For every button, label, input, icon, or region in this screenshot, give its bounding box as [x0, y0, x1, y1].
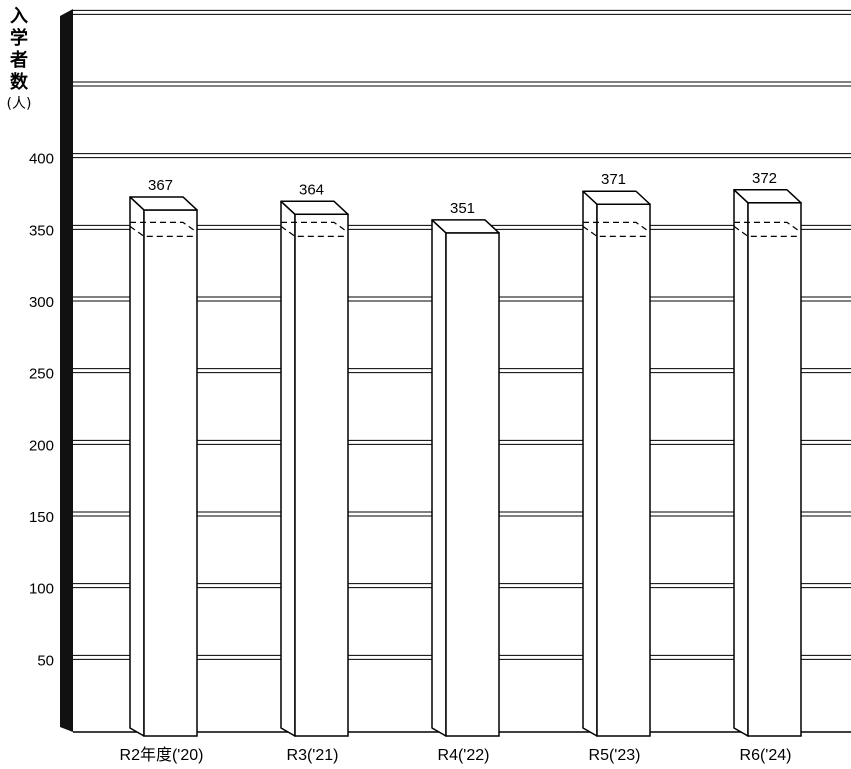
- y-axis-label-char: 数: [10, 71, 29, 93]
- x-tick-label: R6('24): [740, 747, 792, 764]
- grid-line-500: [65, 10, 851, 19]
- bar: 364: [281, 181, 348, 736]
- y-tick-labels: 50 100 150 200 250 300 350 400: [29, 151, 54, 670]
- y-tick-label: 200: [29, 437, 54, 454]
- data-label: 364: [299, 181, 324, 198]
- x-tick-label: R3('21): [287, 747, 339, 764]
- y-tick-label: 350: [29, 222, 54, 239]
- data-label: 372: [752, 170, 777, 187]
- y-tick-label: 250: [29, 366, 54, 383]
- bars: 367 364 351 371 372: [130, 170, 801, 736]
- grid-line-450: [65, 82, 851, 91]
- data-label: 367: [148, 177, 173, 194]
- x-tick-label: R5('23): [589, 747, 641, 764]
- y-tick-label: 400: [29, 151, 54, 168]
- y-axis-label-char: 者: [9, 50, 28, 71]
- bar: 351: [432, 200, 499, 736]
- bar: 367: [130, 177, 197, 736]
- data-label: 351: [450, 200, 475, 217]
- y-axis-label-char: 入: [10, 6, 28, 27]
- bar: 371: [583, 171, 650, 736]
- y-tick-label: 150: [29, 509, 54, 526]
- grid-line-400: [65, 154, 851, 163]
- y-tick-label: 100: [29, 581, 54, 598]
- y-axis-label-char: 学: [10, 27, 28, 49]
- y-tick-label: 300: [29, 294, 54, 311]
- y-tick-label: 50: [37, 652, 54, 669]
- x-tick-label: R4('22): [438, 747, 490, 764]
- x-tick-label: R2年度('20): [120, 746, 204, 764]
- x-category-labels: R2年度('20) R3('21) R4('22) R5('23) R6('24): [120, 746, 792, 764]
- data-label: 371: [601, 171, 626, 188]
- bar: 372: [734, 170, 801, 736]
- y-axis-unit: (人): [7, 96, 32, 112]
- y-axis-wall: [60, 9, 73, 732]
